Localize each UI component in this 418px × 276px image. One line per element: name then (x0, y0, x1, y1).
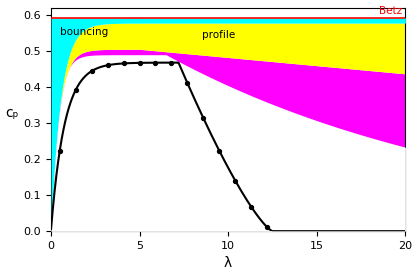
Text: tip: tip (95, 86, 109, 96)
Text: bouncing: bouncing (60, 27, 108, 37)
Y-axis label: cₚ: cₚ (5, 105, 19, 120)
Text: Betz: Betz (379, 6, 402, 16)
X-axis label: λ: λ (224, 256, 232, 270)
Text: profile: profile (201, 30, 235, 41)
